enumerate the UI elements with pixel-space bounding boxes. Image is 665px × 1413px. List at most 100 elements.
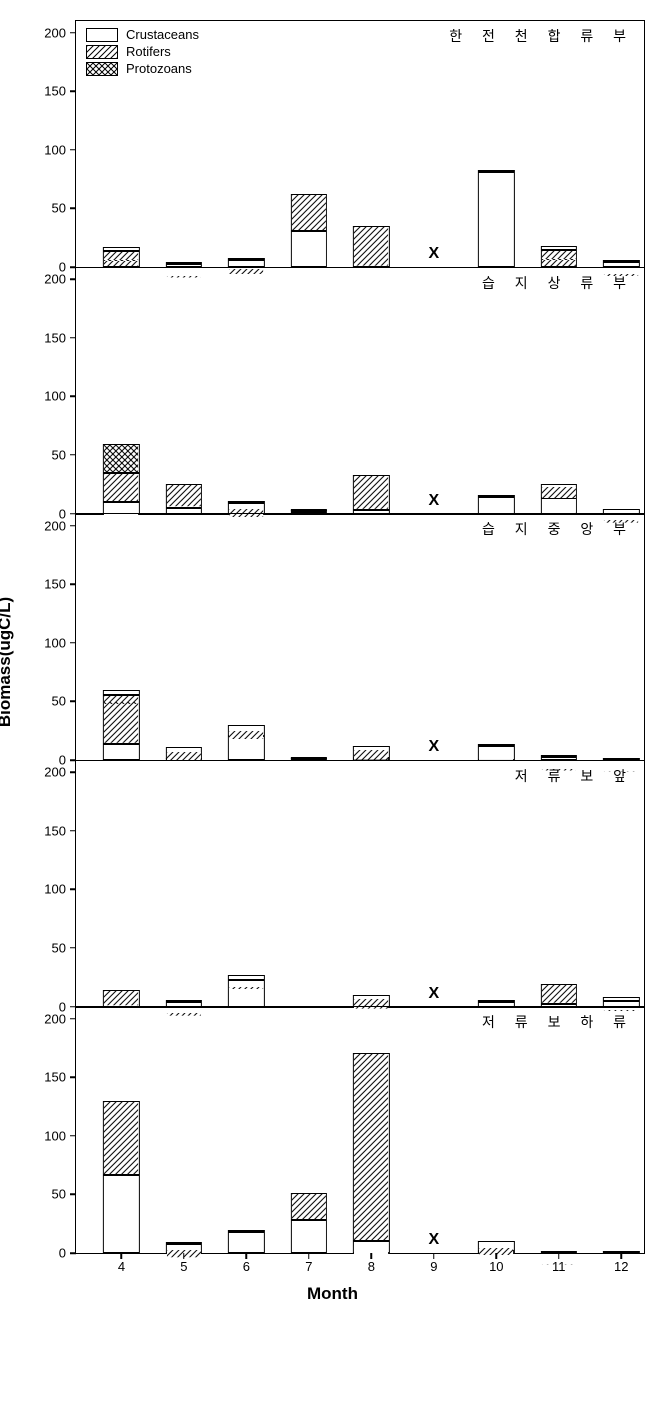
bar-segment xyxy=(103,1175,139,1253)
y-tick-label: 100 xyxy=(44,882,66,897)
bar-segment xyxy=(603,260,639,262)
bar-group xyxy=(353,226,389,267)
y-tick-label: 100 xyxy=(44,1128,66,1143)
bar-segment xyxy=(353,1053,389,1241)
y-axis-label: Biomass(ugC/L) xyxy=(0,597,15,727)
bar-segment xyxy=(603,997,639,1000)
y-tick-label: 50 xyxy=(52,447,66,462)
y-tick-label: 200 xyxy=(44,272,66,287)
y-tick-label: 100 xyxy=(44,142,66,157)
plot-area: X xyxy=(76,514,644,760)
bar-segment xyxy=(166,262,202,264)
y-tick-label: 50 xyxy=(52,201,66,216)
bar-segment xyxy=(228,501,264,503)
bar-segment xyxy=(228,503,264,513)
y-tick-label: 50 xyxy=(52,1187,66,1202)
bar-segment xyxy=(291,509,327,511)
bar-segment xyxy=(541,755,577,757)
bar-segment xyxy=(103,990,139,1006)
x-tick-label: 11 xyxy=(552,1259,566,1274)
y-axis: 050100150200 xyxy=(21,761,76,1007)
plot-area: X xyxy=(76,21,644,267)
x-tick-label: 5 xyxy=(180,1259,187,1274)
bar-segment xyxy=(103,690,139,695)
bar-group xyxy=(103,247,139,267)
bar-segment xyxy=(166,747,202,759)
missing-marker: X xyxy=(428,245,439,263)
y-tick-label: 200 xyxy=(44,765,66,780)
plot-area: X xyxy=(76,268,644,514)
bar-segment xyxy=(166,1244,202,1253)
bar-group xyxy=(541,984,577,1006)
x-tick-label: 7 xyxy=(305,1259,312,1274)
bar-segment xyxy=(478,495,514,497)
bar-segment xyxy=(228,975,264,980)
y-tick-label: 150 xyxy=(44,1070,66,1085)
plot-area: X xyxy=(76,761,644,1007)
x-axis: 456789101112 xyxy=(76,1253,644,1281)
bar-segment xyxy=(478,170,514,172)
y-axis: 050100150200 xyxy=(21,1007,76,1253)
missing-marker: X xyxy=(428,492,439,510)
bar-segment xyxy=(103,502,139,514)
bar-segment xyxy=(291,1193,327,1221)
bar-segment xyxy=(166,484,202,507)
x-tick-label: 10 xyxy=(489,1259,503,1274)
chart-panel: 한 전 천 합 류 부050100150200CrustaceansRotife… xyxy=(75,20,645,268)
y-tick-label: 50 xyxy=(52,940,66,955)
bar-segment xyxy=(291,1220,327,1253)
chart-panel: 저 류 보 앞050100150200X xyxy=(75,760,645,1008)
bar-group xyxy=(541,246,577,267)
y-tick-label: 100 xyxy=(44,635,66,650)
bar-group xyxy=(166,484,202,513)
bar-segment xyxy=(353,1241,389,1253)
x-tick-label: 9 xyxy=(430,1259,437,1274)
bar-segment xyxy=(291,194,327,231)
y-axis: 050100150200 xyxy=(21,21,76,267)
y-tick-label: 200 xyxy=(44,25,66,40)
bar-segment xyxy=(478,746,514,760)
bar-segment xyxy=(228,1232,264,1253)
y-tick-label: 0 xyxy=(59,1246,66,1261)
x-tick-label: 12 xyxy=(614,1259,628,1274)
bar-segment xyxy=(228,725,264,735)
x-tick-label: 8 xyxy=(368,1259,375,1274)
missing-marker: X xyxy=(428,1231,439,1249)
bar-segment xyxy=(103,744,139,760)
bar-segment xyxy=(541,246,577,249)
bar-segment xyxy=(228,736,264,760)
bar-group xyxy=(103,1101,139,1253)
bar-segment xyxy=(478,744,514,746)
y-tick-label: 200 xyxy=(44,1011,66,1026)
y-axis: 050100150200 xyxy=(21,268,76,514)
bar-group xyxy=(353,746,389,760)
bar-group xyxy=(478,496,514,513)
bar-segment xyxy=(353,746,389,758)
bar-segment xyxy=(103,1101,139,1175)
bar-group xyxy=(353,475,389,513)
bar-group xyxy=(228,1231,264,1253)
bar-segment xyxy=(478,1000,514,1002)
x-axis-label: Month xyxy=(20,1284,645,1304)
bar-group xyxy=(103,444,139,514)
bar-group xyxy=(353,995,389,1007)
bar-group xyxy=(228,975,264,1006)
y-tick-label: 150 xyxy=(44,330,66,345)
bar-segment xyxy=(541,484,577,498)
y-tick-label: 150 xyxy=(44,823,66,838)
y-axis: 050100150200 xyxy=(21,514,76,760)
x-tick-label: 6 xyxy=(243,1259,250,1274)
bar-group xyxy=(228,502,264,514)
bar-segment xyxy=(291,231,327,267)
y-tick-label: 50 xyxy=(52,694,66,709)
bar-group xyxy=(103,690,139,760)
bar-group xyxy=(478,745,514,760)
y-tick-label: 200 xyxy=(44,518,66,533)
bar-segment xyxy=(103,473,139,502)
chart-panel: 습 지 중 앙 부050100150200X xyxy=(75,513,645,761)
missing-marker: X xyxy=(428,985,439,1003)
bar-segment xyxy=(228,1230,264,1232)
bar-group xyxy=(353,1053,389,1253)
bar-segment xyxy=(478,497,514,513)
bar-segment xyxy=(353,475,389,510)
